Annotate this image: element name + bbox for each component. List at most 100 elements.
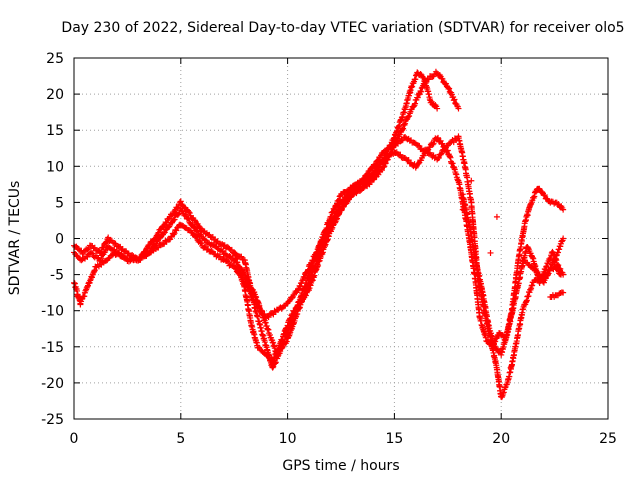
data-point [402, 120, 409, 127]
data-point [412, 76, 419, 83]
data-point [356, 188, 363, 195]
data-point [333, 215, 340, 222]
data-point [347, 194, 354, 201]
y-tick-label: -15 [41, 340, 64, 356]
data-point [258, 307, 265, 314]
data-point [303, 269, 310, 276]
y-tick-label: 0 [55, 232, 64, 248]
data-point [560, 235, 567, 242]
data-point [560, 289, 567, 296]
data-point [487, 249, 494, 256]
data-point [88, 249, 95, 256]
data-point [102, 239, 109, 246]
data-point [542, 266, 549, 273]
data-point [297, 283, 304, 290]
data-point [412, 100, 419, 107]
data-point [500, 389, 507, 396]
data-point [161, 229, 168, 236]
data-point [397, 151, 404, 158]
data-point [155, 229, 162, 236]
data-point [548, 264, 555, 271]
data-point [555, 262, 562, 269]
data-point [531, 193, 538, 200]
data-point [283, 338, 290, 345]
data-point [434, 105, 441, 112]
data-point [531, 189, 538, 196]
data-point [374, 157, 381, 164]
data-point [455, 105, 462, 112]
y-tick-label: 10 [46, 159, 64, 175]
data-point [293, 305, 300, 312]
data-point [429, 141, 436, 148]
y-tick-label: -20 [41, 376, 64, 392]
data-point [380, 163, 387, 170]
data-point [82, 287, 89, 294]
data-point [406, 113, 413, 120]
data-point [335, 210, 342, 217]
data-point [543, 263, 550, 270]
data-point [308, 260, 315, 267]
data-point [414, 94, 421, 101]
data-point [438, 150, 445, 157]
data-point [313, 249, 320, 256]
data-point [184, 215, 191, 222]
data-point [545, 270, 552, 277]
axis-ticks: 0 5 10 15 20 25 -25 -20 -15 -10 -5 0 5 10 15 20 25 [41, 51, 617, 447]
data-point [333, 216, 340, 223]
data-point [198, 240, 205, 247]
data-point [177, 198, 184, 205]
data-point [363, 171, 370, 178]
data-point [432, 102, 439, 109]
data-point [424, 147, 431, 154]
data-point [415, 160, 422, 167]
data-point [400, 121, 407, 128]
data-point [269, 364, 276, 371]
data-point [225, 258, 232, 265]
chart-title: Day 230 of 2022, Sidereal Day-to-day VTE… [61, 20, 624, 36]
x-tick-label: 25 [599, 431, 617, 447]
data-point [428, 98, 435, 105]
data-point [194, 228, 201, 235]
data-point [162, 219, 169, 226]
y-tick-label: 15 [46, 123, 64, 139]
data-point [345, 196, 352, 203]
data-point [77, 300, 84, 307]
data-point [301, 273, 308, 280]
data-point [543, 263, 550, 270]
data-point [238, 253, 245, 260]
data-point [544, 271, 551, 278]
data-point [546, 267, 553, 274]
series-isolated [74, 177, 500, 307]
y-tick-label: -10 [41, 304, 64, 320]
data-point [307, 263, 314, 270]
data-point [446, 85, 453, 92]
y-tick-label: -5 [50, 268, 64, 284]
data-point [418, 88, 425, 95]
data-point [270, 354, 277, 361]
data-points [71, 68, 567, 401]
x-tick-label: 5 [176, 431, 185, 447]
data-point [549, 248, 556, 255]
x-axis-label: GPS time / hours [282, 458, 399, 474]
data-point [185, 216, 192, 223]
data-point [255, 303, 262, 310]
y-tick-label: -25 [41, 412, 64, 428]
data-point [525, 245, 532, 252]
data-point [401, 122, 408, 129]
data-point [450, 97, 457, 104]
x-tick-label: 0 [70, 431, 79, 447]
data-point [175, 211, 182, 218]
data-point [81, 293, 88, 300]
data-point [534, 268, 541, 275]
data-point [271, 355, 278, 362]
data-point [160, 222, 167, 229]
y-tick-label: 5 [55, 195, 64, 211]
data-point [416, 142, 423, 149]
data-point [435, 134, 442, 141]
data-point [441, 144, 448, 151]
data-point [437, 151, 444, 158]
series-track-e [459, 191, 567, 358]
data-point [74, 293, 81, 300]
data-point [157, 234, 164, 241]
